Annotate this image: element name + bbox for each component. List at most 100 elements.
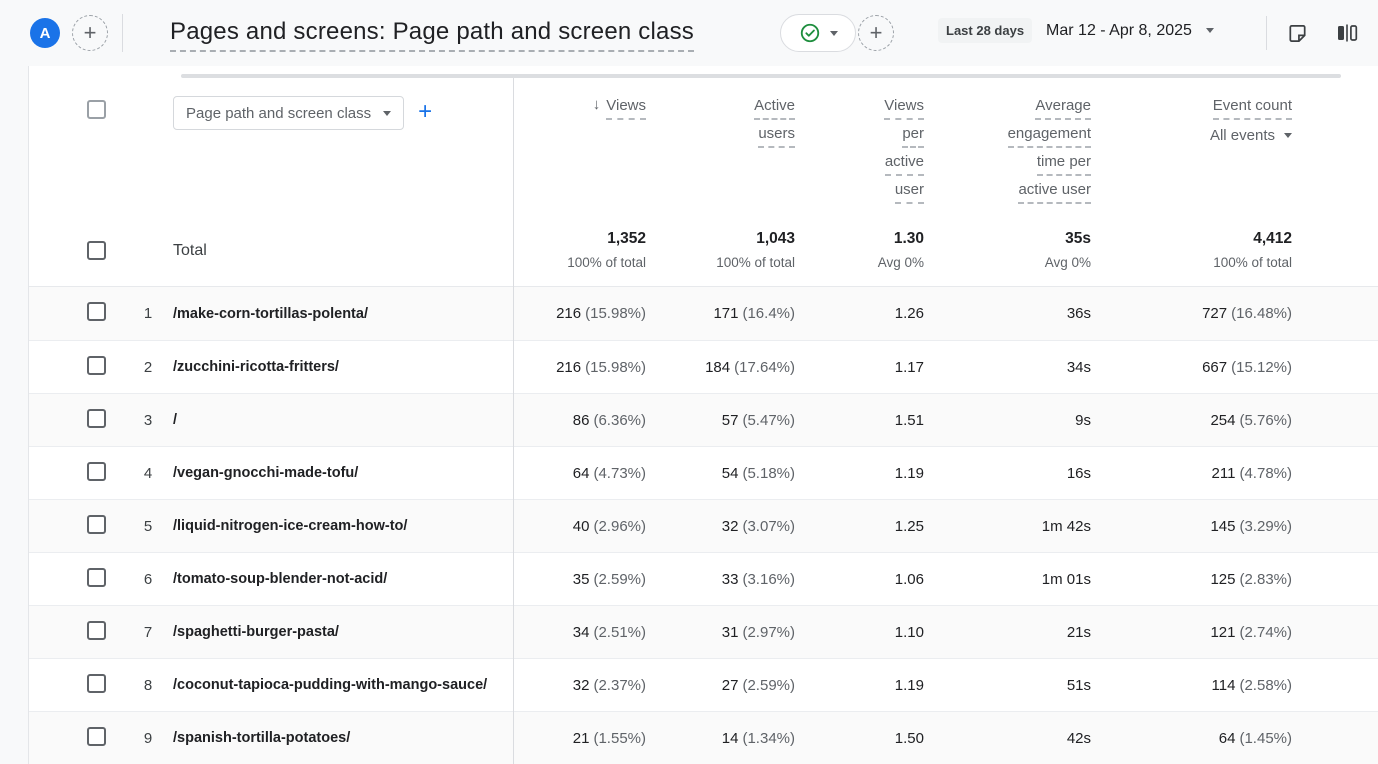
page-title[interactable]: Pages and screens: Page path and screen … [170, 18, 694, 52]
column-header-views[interactable]: ↓ Views [513, 78, 646, 215]
divider [1266, 16, 1267, 50]
row-engagement-time: 42s [1066, 729, 1091, 747]
row-views: 64 (4.73%) [572, 464, 646, 482]
row-engagement-time: 16s [1066, 464, 1091, 482]
row-active-users: 27 (2.59%) [721, 676, 795, 694]
row-rank: 4 [143, 464, 153, 482]
row-views-per-user: 1.19 [894, 464, 924, 482]
row-views: 216 (15.98%) [556, 358, 646, 376]
check-circle-icon [799, 22, 821, 44]
row-engagement-time: 34s [1066, 358, 1091, 376]
row-views-per-user: 1.26 [894, 305, 924, 322]
total-engagement: 35s [1065, 230, 1091, 247]
table-total-row: Total 1,352 100% of total 1,043 100% of … [29, 215, 1378, 287]
row-rank: 9 [143, 729, 153, 747]
row-checkbox[interactable] [87, 461, 106, 481]
row-views: 35 (2.59%) [572, 570, 646, 588]
row-views-per-user: 1.17 [894, 358, 924, 376]
row-rank: 5 [143, 517, 153, 535]
caret-down-icon [1205, 28, 1214, 33]
row-active-users: 14 (1.34%) [721, 729, 795, 747]
row-views: 216 (15.98%) [556, 305, 646, 322]
row-active-users: 54 (5.18%) [721, 464, 795, 482]
row-views: 21 (1.55%) [572, 729, 646, 747]
row-active-users: 57 (5.47%) [721, 411, 795, 429]
column-header-avg-engagement-time[interactable]: Average engagement time per active user [924, 78, 1091, 215]
row-checkbox[interactable] [87, 302, 106, 321]
avatar[interactable]: A [30, 18, 60, 48]
row-event-count: 121 (2.74%) [1210, 623, 1292, 641]
row-checkbox[interactable] [87, 355, 106, 375]
row-rank: 6 [143, 570, 153, 588]
comparison-button[interactable] [1334, 20, 1360, 46]
sort-descending-icon: ↓ [592, 96, 601, 113]
dimension-selector[interactable]: Page path and screen class [173, 96, 405, 130]
row-event-count: 114 (2.58%) [1211, 676, 1292, 694]
caret-down-icon [829, 30, 838, 36]
total-users-sub: 100% of total [716, 255, 795, 270]
row-views-per-user: 1.06 [894, 570, 924, 588]
table-row: 5 /liquid-nitrogen-ice-cream-how-to/ 40(… [29, 499, 1378, 552]
column-header-event-count[interactable]: Event count All events [1091, 78, 1292, 215]
row-checkbox[interactable] [87, 673, 106, 693]
table-row: 7 /spaghetti-burger-pasta/ 34 (2.51%) 31(… [29, 605, 1378, 658]
row-event-count: 727 (16.48%) [1202, 305, 1292, 322]
total-events-sub: 100% of total [1213, 255, 1292, 270]
report-table-card: Page path and screen class + ↓ Views Act… [28, 66, 1378, 764]
date-range-picker[interactable]: Last 28 days Mar 12 - Apr 8, 2025 [938, 18, 1214, 43]
row-checkbox[interactable] [87, 514, 106, 534]
total-users: 1,043 [756, 230, 795, 247]
row-rank: 7 [143, 623, 153, 641]
row-checkbox[interactable] [87, 726, 106, 746]
row-event-count: 667 (15.12%) [1202, 358, 1292, 376]
row-views: 86 (6.36%) [572, 411, 646, 429]
plus-icon: + [869, 20, 883, 45]
total-checkbox[interactable] [87, 241, 106, 260]
horizontal-scrollbar[interactable] [181, 74, 1341, 78]
date-preset-chip: Last 28 days [938, 18, 1033, 43]
add-report-button[interactable]: + [72, 15, 108, 51]
row-views-per-user: 1.25 [894, 517, 924, 535]
column-header-active-users[interactable]: Active users [646, 78, 795, 215]
insert-card-button[interactable]: + [858, 15, 894, 51]
total-views-per-user-sub: Avg 0% [877, 255, 924, 270]
row-page-path: / [173, 412, 178, 428]
row-event-count: 64 (1.45%) [1218, 729, 1292, 747]
report-status-dropdown[interactable] [780, 14, 856, 52]
row-checkbox[interactable] [87, 408, 106, 428]
row-page-path: /make-corn-tortillas-polenta/ [173, 305, 368, 322]
divider [122, 14, 123, 52]
table-row: 6 /tomato-soup-blender-not-acid/ 35 (2.59… [29, 552, 1378, 605]
notes-button[interactable] [1284, 20, 1310, 46]
select-all-checkbox[interactable] [87, 100, 106, 119]
table-row: 9 /spanish-tortilla-potatoes/ 21 (1.55%) … [29, 711, 1378, 764]
row-rank: 3 [143, 411, 153, 429]
table-row: 1 /make-corn-tortillas-polenta/ 216 (15.9… [29, 287, 1378, 340]
row-checkbox[interactable] [87, 620, 106, 640]
row-event-count: 145 (3.29%) [1210, 517, 1292, 535]
row-engagement-time: 21s [1066, 623, 1091, 641]
row-page-path: /tomato-soup-blender-not-acid/ [173, 571, 388, 587]
event-filter-dropdown[interactable]: All events [1091, 127, 1292, 144]
total-views-per-user: 1.30 [893, 230, 924, 247]
total-views-sub: 100% of total [567, 255, 646, 270]
row-views-per-user: 1.10 [894, 623, 924, 641]
row-page-path: /spaghetti-burger-pasta/ [173, 624, 339, 640]
caret-down-icon [383, 110, 392, 116]
row-engagement-time: 36s [1066, 305, 1091, 322]
row-views: 34 (2.51%) [572, 623, 646, 641]
column-header-views-per-active-user[interactable]: Views per active user [795, 78, 924, 215]
column-divider [513, 78, 514, 764]
top-bar: A + Pages and screens: Page path and scr… [0, 0, 1378, 66]
row-views: 40 (2.96%) [572, 517, 646, 535]
table-header-row: Page path and screen class + ↓ Views Act… [29, 78, 1378, 215]
total-engagement-sub: Avg 0% [1044, 255, 1091, 270]
row-active-users: 171 (16.4%) [713, 305, 795, 322]
add-dimension-button[interactable]: + [418, 98, 433, 125]
table-row: 3 / 86 (6.36%) 57 (5.47%) 1.51 9s 254 (5.76… [29, 393, 1378, 446]
row-views: 32 (2.37%) [572, 676, 646, 694]
table-body: 1 /make-corn-tortillas-polenta/ 216 (15.9… [29, 287, 1378, 764]
row-checkbox[interactable] [87, 567, 106, 587]
row-rank: 2 [143, 358, 153, 376]
row-page-path: /liquid-nitrogen-ice-cream-how-to/ [173, 518, 408, 534]
